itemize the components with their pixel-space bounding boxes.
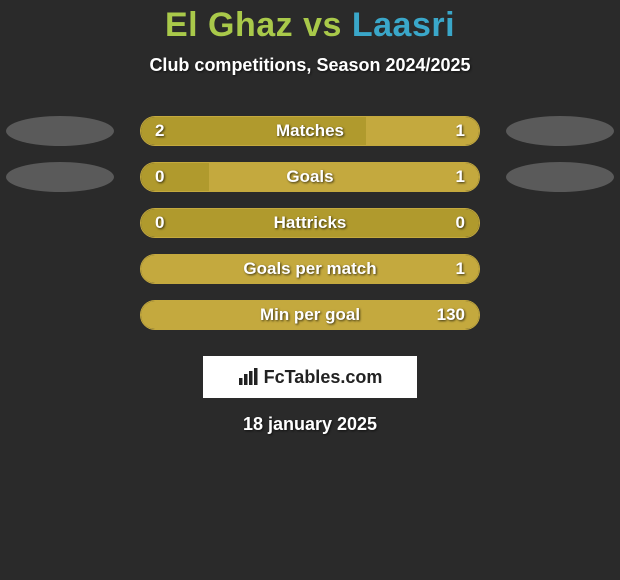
bars-icon xyxy=(238,368,260,386)
stat-bar-track: 01Goals xyxy=(140,162,480,192)
brand-text: FcTables.com xyxy=(264,367,383,388)
stat-row: 01Goals xyxy=(0,154,620,200)
stat-bar-track: 21Matches xyxy=(140,116,480,146)
player-oval-right xyxy=(506,162,614,192)
brand-inner: FcTables.com xyxy=(238,367,383,388)
stat-bar-track: 00Hattricks xyxy=(140,208,480,238)
title-vs: vs xyxy=(293,6,352,44)
title-left-name: El Ghaz xyxy=(165,6,293,44)
title-right-name: Laasri xyxy=(352,6,455,44)
stat-bar-right xyxy=(141,255,479,283)
player-oval-right xyxy=(506,116,614,146)
infographic-root: El Ghaz vs Laasri Club competitions, Sea… xyxy=(0,0,620,435)
brand-box: FcTables.com xyxy=(203,356,417,398)
stat-row: 00Hattricks xyxy=(0,200,620,246)
stat-bar-left xyxy=(141,163,209,191)
stat-bar-left xyxy=(141,117,366,145)
subtitle: Club competitions, Season 2024/2025 xyxy=(0,55,620,76)
player-oval-left xyxy=(6,162,114,192)
stat-row: 21Matches xyxy=(0,108,620,154)
stat-bar-left xyxy=(141,209,479,237)
stat-bar-right xyxy=(141,301,479,329)
stat-row: 130Min per goal xyxy=(0,292,620,338)
stat-rows: 21Matches 01Goals 00Hattricks 1Goals per ma… xyxy=(0,108,620,338)
stat-bar-track: 1Goals per match xyxy=(140,254,480,284)
stat-bar-right xyxy=(366,117,479,145)
date-label: 18 january 2025 xyxy=(0,414,620,435)
stat-bar-right xyxy=(209,163,479,191)
stat-row: 1Goals per match xyxy=(0,246,620,292)
stat-bar-track: 130Min per goal xyxy=(140,300,480,330)
player-oval-left xyxy=(6,116,114,146)
page-title: El Ghaz vs Laasri xyxy=(0,6,620,45)
